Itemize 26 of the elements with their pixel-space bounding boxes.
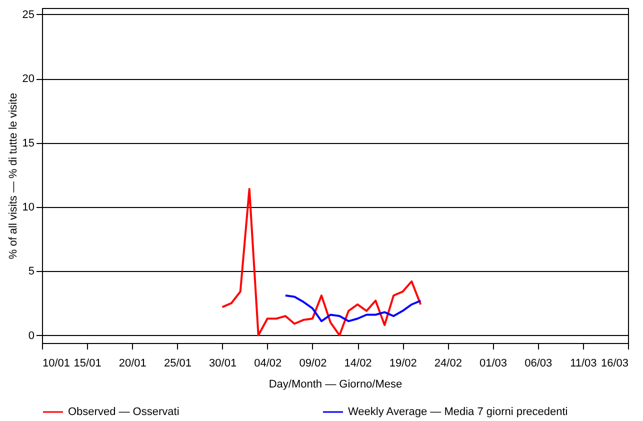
y-tick-label: 15 xyxy=(22,137,34,150)
y-axis-title: % of all visits — % di tutte le visite xyxy=(7,92,20,260)
y-tick-label: 5 xyxy=(28,266,34,278)
x-tick-label: 14/02 xyxy=(344,358,372,370)
y-tick-label: 25 xyxy=(22,8,34,21)
y-tick-label: 0 xyxy=(28,330,34,342)
x-tick-label: 30/01 xyxy=(209,358,237,370)
x-tick-label: 04/02 xyxy=(254,358,282,370)
line-series xyxy=(221,188,422,336)
x-tick-label: 16/03 xyxy=(600,358,628,370)
x-tick-label: 20/01 xyxy=(118,358,146,370)
x-tick-label: 10/01 xyxy=(42,358,70,370)
line-series xyxy=(284,294,422,322)
x-tick-label: 24/02 xyxy=(434,358,462,370)
x-tick-label: 01/03 xyxy=(480,358,508,370)
x-tick-label: 15/01 xyxy=(74,358,102,370)
y-tick-label: 20 xyxy=(22,73,34,86)
legend-label: Observed — Osservati xyxy=(68,406,180,418)
x-tick-label: 11/03 xyxy=(570,358,597,370)
x-tick-label: 09/02 xyxy=(299,358,327,370)
x-tick-label: 25/01 xyxy=(164,358,192,370)
x-tick-label: 06/03 xyxy=(524,358,552,370)
x-axis-title: Day/Month — Giorno/Mese xyxy=(268,378,402,390)
legend-label: Weekly Average — Media 7 giorni precedenti xyxy=(348,406,568,418)
x-tick-label: 19/02 xyxy=(389,358,417,370)
y-tick-label: 10 xyxy=(22,201,34,214)
